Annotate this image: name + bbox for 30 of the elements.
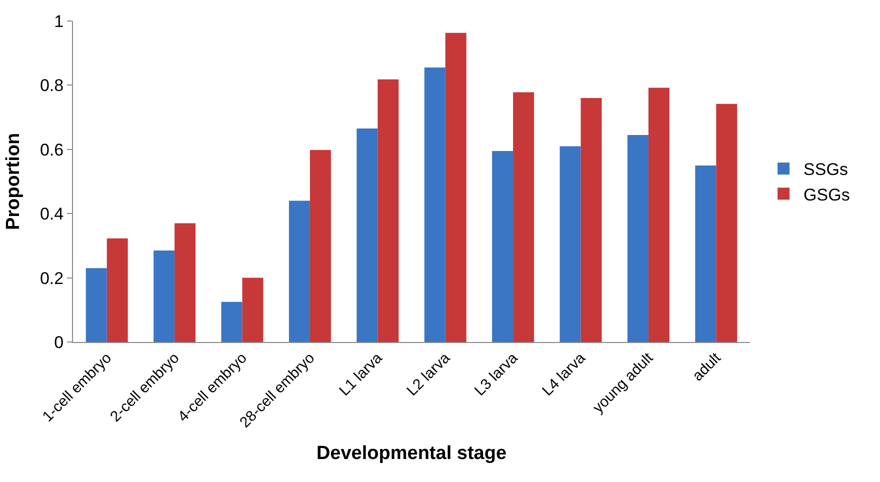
bar [695,165,716,342]
y-tick-label: 1 [54,12,64,31]
bar [356,128,378,342]
legend-label: SSGs [804,160,848,180]
bar [154,250,175,342]
bar [310,150,331,342]
bar [106,238,128,342]
bar [716,104,738,342]
bar [580,98,602,342]
bar [627,134,648,342]
y-tick-label: 0.6 [40,140,64,160]
bar [221,302,242,342]
bar [648,88,670,342]
bar [174,223,196,342]
y-tick-label: 0 [54,332,64,352]
bar [492,151,514,342]
y-tick-label: 0.4 [40,204,64,224]
bar [513,92,534,342]
y-tick-label: 0.8 [40,76,64,96]
bar [242,278,264,342]
y-axis-title: Proportion [2,132,24,230]
bar [288,200,310,342]
bar [445,32,466,342]
y-tick-label: 0.2 [40,268,64,288]
bar [424,68,446,342]
x-axis-title: Developmental stage [316,442,507,464]
bar [560,146,581,342]
bar [86,268,107,342]
legend-label: GSGs [804,185,850,204]
bar [378,79,399,342]
